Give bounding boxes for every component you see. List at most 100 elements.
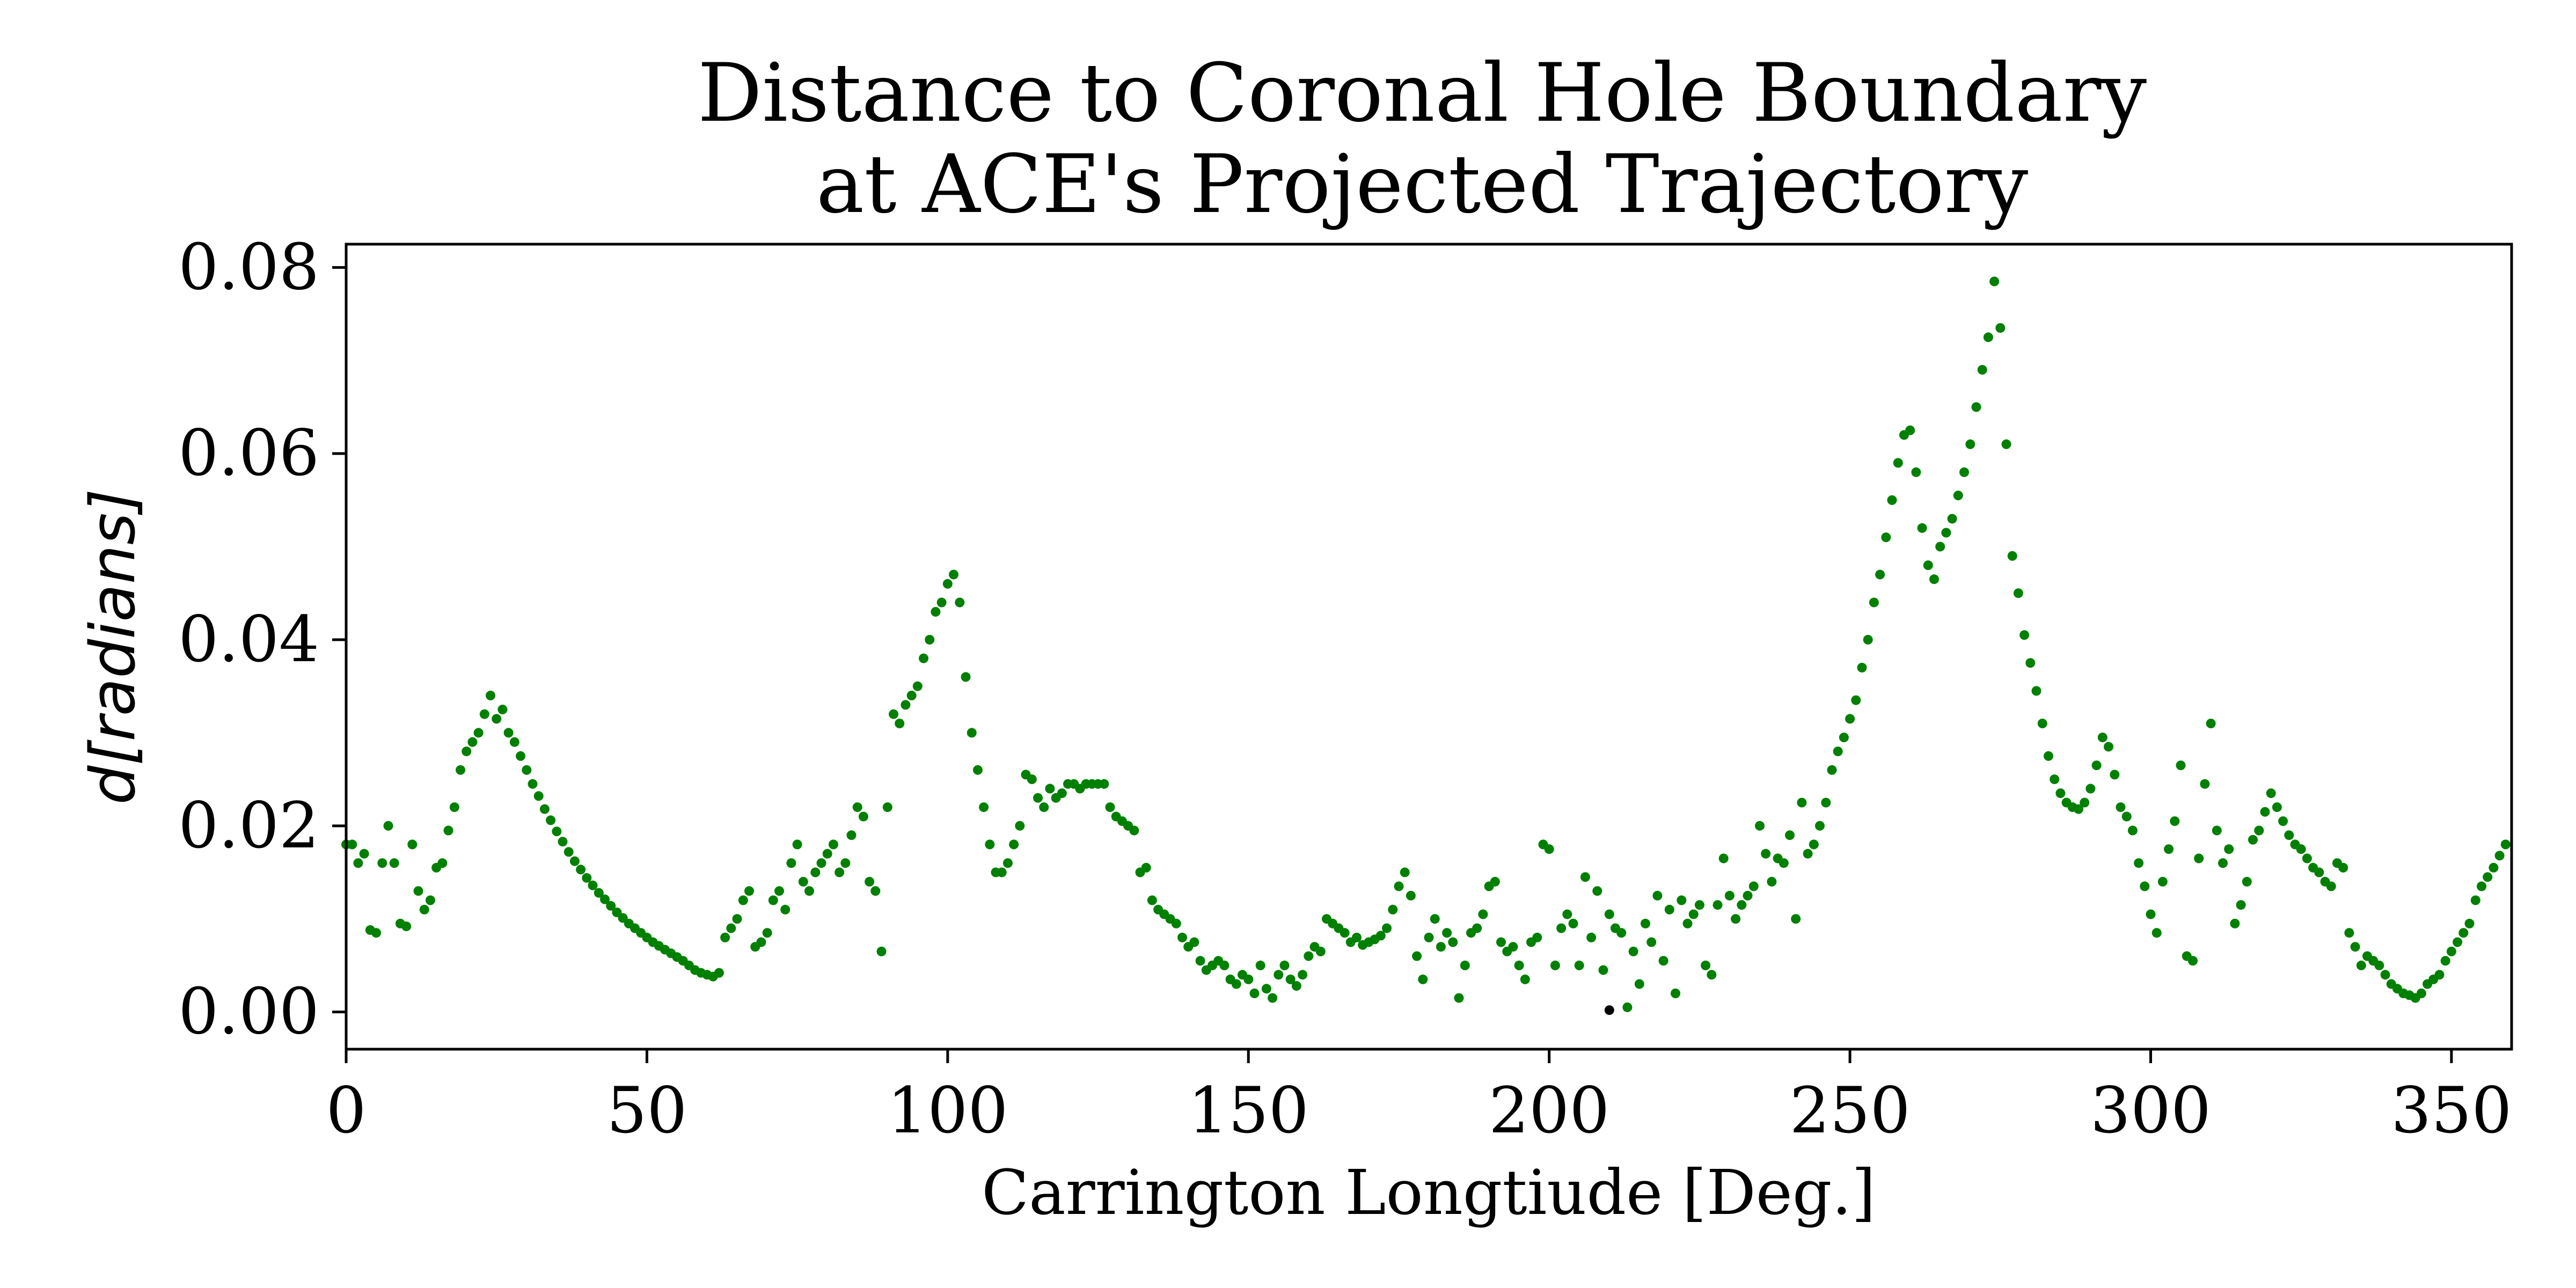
- data-point: [509, 737, 519, 747]
- data-point: [1460, 960, 1470, 970]
- data-point: [2236, 900, 2246, 910]
- data-point: [1731, 914, 1741, 924]
- data-point: [1454, 993, 1464, 1003]
- data-point: [1671, 989, 1680, 998]
- data-point: [2151, 928, 2162, 938]
- data-point: [1809, 839, 1819, 850]
- data-point: [2440, 956, 2450, 966]
- data-point: [2483, 872, 2493, 882]
- y-axis-ticks: 0.00 0.02 0.04 0.06 0.08: [178, 230, 346, 1049]
- data-point: [1298, 970, 1308, 980]
- data-point: [2266, 788, 2276, 799]
- data-point: [1977, 365, 1987, 375]
- data-point: [552, 826, 562, 837]
- data-point: [600, 894, 610, 904]
- data-point: [780, 904, 791, 914]
- data-point: [486, 691, 495, 700]
- y-tick-label: 0.06: [178, 416, 319, 490]
- data-point: [1887, 495, 1897, 505]
- data-point: [359, 848, 369, 859]
- data-point: [1664, 904, 1674, 914]
- data-point: [1767, 876, 1777, 887]
- data-point: [1701, 960, 1711, 970]
- x-tick-label: 300: [2090, 1073, 2211, 1147]
- plot-frame: [345, 243, 2513, 1051]
- data-point: [2489, 862, 2499, 873]
- data-point: [2025, 658, 2036, 668]
- data-point: [588, 880, 598, 890]
- data-point: [1845, 714, 1855, 724]
- data-point: [1472, 923, 1482, 933]
- data-point: [2224, 844, 2234, 854]
- data-point: [1039, 802, 1049, 813]
- data-point: [1171, 918, 1181, 928]
- data-point: [1785, 830, 1795, 840]
- data-point: [528, 779, 538, 789]
- data-point: [564, 847, 574, 857]
- data-point: [1147, 895, 1157, 905]
- data-point: [1755, 821, 1765, 831]
- data-point: [2296, 844, 2306, 854]
- data-point: [1141, 862, 1151, 873]
- data-point: [1827, 765, 1837, 775]
- data-point: [2031, 686, 2041, 696]
- x-axis-ticks: 0 50 100 150 200 250 300 350: [326, 1049, 2512, 1147]
- data-point: [876, 946, 887, 956]
- data-point: [1941, 528, 1951, 538]
- data-point: [1592, 886, 1602, 896]
- chart-title-line-2: at ACE's Projected Trajectory: [816, 138, 2029, 231]
- data-point: [2001, 439, 2011, 449]
- x-tick-label: 50: [606, 1073, 687, 1147]
- data-point: [2464, 918, 2475, 928]
- x-tick-label: 350: [2391, 1073, 2512, 1147]
- data-point: [2037, 719, 2047, 729]
- data-point: [919, 653, 928, 663]
- data-point: [443, 825, 453, 836]
- data-point: [870, 886, 881, 896]
- data-point: [1971, 402, 1981, 412]
- data-point: [467, 737, 478, 747]
- data-point: [931, 607, 941, 617]
- data-point: [1291, 981, 1301, 991]
- data-point: [2338, 862, 2348, 873]
- data-point: [1195, 956, 1205, 966]
- data-point: [1616, 928, 1627, 938]
- data-point: [2134, 858, 2144, 868]
- data-point: [1219, 960, 1230, 970]
- data-point: [828, 839, 838, 850]
- data-point: [726, 923, 736, 933]
- x-tick-label: 100: [887, 1073, 1008, 1147]
- data-point: [858, 811, 868, 822]
- data-point: [479, 709, 489, 719]
- data-point: [1099, 779, 1109, 789]
- data-point: [798, 876, 808, 887]
- data-point: [942, 579, 953, 589]
- data-point: [377, 858, 387, 868]
- chart-title-line-1: Distance to Coronal Hole Boundary: [698, 47, 2147, 140]
- y-tick-label: 0.02: [178, 788, 319, 862]
- data-point: [720, 932, 730, 942]
- data-point: [822, 848, 832, 859]
- data-point: [449, 802, 459, 813]
- data-point: [1231, 979, 1241, 989]
- data-point: [955, 597, 965, 608]
- data-point: [2194, 853, 2204, 863]
- data-point: [2477, 881, 2486, 891]
- data-point: [1394, 881, 1404, 891]
- data-point: [732, 914, 742, 924]
- data-point: [1496, 937, 1506, 947]
- data-point: [792, 839, 802, 850]
- data-point: [1544, 844, 1554, 854]
- data-point: [1562, 909, 1572, 919]
- data-point: [967, 728, 977, 738]
- y-tick-label: 0.04: [178, 602, 319, 676]
- data-point: [1622, 1002, 1633, 1012]
- data-point: [371, 928, 381, 938]
- data-point: [2007, 551, 2017, 561]
- data-point: [925, 635, 935, 645]
- data-point: [2146, 909, 2156, 919]
- data-point: [762, 928, 772, 938]
- data-point: [2176, 760, 2186, 771]
